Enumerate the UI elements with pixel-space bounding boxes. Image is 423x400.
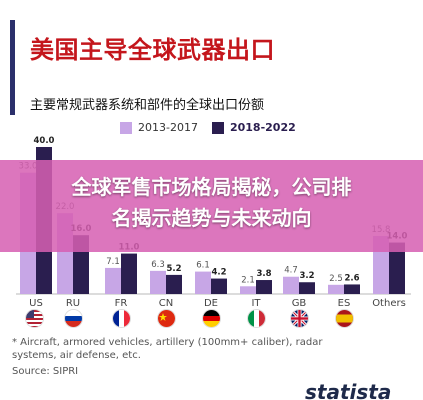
legend-label-2018-2022: 2018-2022 (229, 121, 296, 134)
gb-flag-icon (291, 310, 308, 327)
bar-ES-2013-2017 (328, 284, 344, 294)
tick-label-Others: Others (372, 298, 406, 309)
tick-label-ES: ES (338, 298, 351, 309)
overlay-banner-text: 全球军售市场格局揭秘，公司排 名揭示趋势与未来动向 (0, 172, 423, 234)
bar-DE-2013-2017 (195, 271, 211, 294)
legend-label-2013-2017: 2013-2017 (138, 121, 198, 134)
value-label-ES-2013-2017: 2.5 (329, 274, 343, 284)
bar-DE-2018-2022 (211, 278, 227, 294)
statista-logo: statista (305, 380, 392, 400)
ru-flag-icon (65, 310, 82, 327)
de-flag-icon (203, 310, 220, 327)
banner-line-2: 名揭示趋势与未来动向 (111, 206, 312, 230)
es-flag-icon (336, 310, 353, 327)
value-label-IT-2013-2017: 2.1 (241, 275, 255, 285)
value-label-GB-2013-2017: 4.7 (284, 266, 298, 276)
bar-CN-2018-2022 (166, 274, 182, 294)
value-label-ES-2018-2022: 2.6 (344, 273, 359, 283)
legend-item-2018-2022: 2018-2022 (211, 121, 296, 134)
legend-swatch-2018-2022 (211, 121, 224, 134)
value-label-CN-2018-2022: 5.2 (166, 264, 181, 274)
chart-subtitle: 主要常规武器系统和部件的全球出口份额 (30, 98, 265, 113)
legend-item-2013-2017: 2013-2017 (120, 121, 198, 134)
title-accent-bar (10, 20, 15, 115)
tick-label-DE: DE (204, 298, 218, 309)
bar-IT-2018-2022 (256, 280, 272, 294)
value-label-GB-2018-2022: 3.2 (299, 271, 314, 281)
overlay-banner (0, 160, 423, 252)
tick-label-US: US (29, 298, 43, 309)
bar-ES-2018-2022 (344, 284, 360, 294)
tick-label-RU: RU (66, 298, 80, 309)
tick-label-IT: IT (251, 298, 261, 309)
legend-swatch-2013-2017 (120, 121, 132, 134)
bar-GB-2013-2017 (283, 276, 299, 294)
banner-line-1: 全球军售市场格局揭秘，公司排 (71, 175, 352, 199)
tick-label-GB: GB (292, 298, 307, 309)
us-flag-icon (26, 310, 43, 327)
source-label: Source: SIPRI (12, 366, 79, 377)
tick-label-CN: CN (159, 298, 173, 309)
tick-label-FR: FR (115, 298, 128, 309)
it-flag-icon (248, 310, 265, 327)
bar-FR-2013-2017 (105, 267, 121, 294)
bar-GB-2018-2022 (299, 282, 315, 294)
chart-legend: 2013-2017 2018-2022 (120, 121, 296, 134)
bar-IT-2013-2017 (240, 286, 256, 294)
value-label-FR-2013-2017: 7.1 (106, 257, 120, 267)
bar-CN-2013-2017 (150, 270, 166, 294)
value-label-IT-2018-2022: 3.8 (256, 269, 271, 279)
chart-title: 美国主导全球武器出口 (30, 36, 275, 64)
value-label-DE-2013-2017: 6.1 (196, 261, 210, 271)
bar-Others-2018-2022 (389, 242, 405, 294)
value-label-US-2018-2022: 40.0 (34, 136, 55, 146)
bar-FR-2018-2022 (121, 253, 137, 294)
value-label-DE-2018-2022: 4.2 (211, 268, 226, 278)
fr-flag-icon (113, 310, 130, 327)
footnote: * Aircraft, armored vehicles, artillery … (12, 337, 323, 361)
cn-flag-icon (158, 310, 175, 327)
value-label-CN-2013-2017: 6.3 (151, 260, 165, 270)
